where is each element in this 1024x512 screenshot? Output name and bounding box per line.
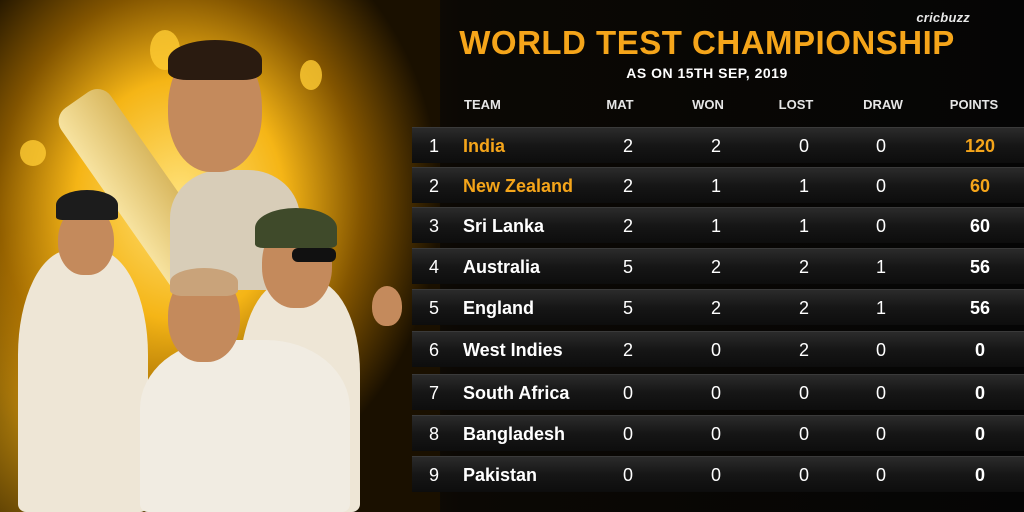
won-cell: 0 <box>710 465 721 485</box>
lost-cell: 0 <box>798 424 809 444</box>
rank-cell: 6 <box>428 340 439 360</box>
rank-cell: 5 <box>428 298 439 318</box>
team-cell: New Zealand <box>463 176 574 196</box>
won-cell: 0 <box>710 383 721 403</box>
column-header-mat: MAT <box>606 97 634 112</box>
lost-cell: 0 <box>798 465 809 485</box>
column-header-won: WON <box>692 97 724 112</box>
won-cell: 2 <box>710 257 721 277</box>
lost-cell: 0 <box>798 383 809 403</box>
mat-cell: 0 <box>622 424 633 444</box>
table-row: 5 England 5 2 2 1 56 <box>412 289 1024 325</box>
rank-cell: 9 <box>428 465 439 485</box>
points-cell: 0 <box>974 340 985 360</box>
points-cell: 56 <box>969 257 991 277</box>
table-row: 8 Bangladesh 0 0 0 0 0 <box>412 415 1024 451</box>
team-cell: South Africa <box>463 383 570 403</box>
draw-cell: 0 <box>875 340 886 360</box>
mat-cell: 2 <box>622 136 633 156</box>
column-header-lost: LOST <box>778 97 814 112</box>
team-cell: England <box>463 298 534 318</box>
rank-cell: 3 <box>428 216 439 236</box>
players-artwork <box>0 0 440 512</box>
draw-cell: 0 <box>875 465 886 485</box>
lost-cell: 1 <box>798 176 809 196</box>
mat-cell: 0 <box>622 465 633 485</box>
player-fist <box>372 286 402 326</box>
draw-cell: 0 <box>875 136 886 156</box>
player-body <box>140 340 350 512</box>
won-cell: 0 <box>710 340 721 360</box>
column-header-draw: DRAW <box>863 97 903 112</box>
sunglasses <box>292 248 336 262</box>
team-cell: Sri Lanka <box>463 216 545 236</box>
mat-cell: 0 <box>622 383 633 403</box>
table-row: 3 Sri Lanka 2 1 1 0 60 <box>412 207 1024 243</box>
cricbuzz-logo: cricbuzz <box>916 10 970 25</box>
table-row: 6 West Indies 2 0 2 0 0 <box>412 331 1024 367</box>
table-row: 4 Australia 5 2 2 1 56 <box>412 248 1024 284</box>
rank-cell: 1 <box>428 136 439 156</box>
won-cell: 1 <box>710 216 721 236</box>
points-cell: 0 <box>974 424 985 444</box>
rank-cell: 8 <box>428 424 439 444</box>
won-cell: 1 <box>710 176 721 196</box>
mat-cell: 2 <box>622 176 633 196</box>
page-title: WORLD TEST CHAMPIONSHIP <box>459 24 955 61</box>
won-cell: 0 <box>710 424 721 444</box>
rank-cell: 2 <box>428 176 439 196</box>
table-row: 1 India 2 2 0 0 120 <box>412 127 1024 163</box>
draw-cell: 1 <box>875 298 886 318</box>
mat-cell: 2 <box>622 340 633 360</box>
rank-cell: 4 <box>428 257 439 277</box>
lost-cell: 2 <box>798 257 809 277</box>
paint-splash <box>20 140 46 166</box>
points-cell: 56 <box>969 298 991 318</box>
column-header-points: POINTS <box>949 97 999 112</box>
points-cell: 0 <box>974 465 985 485</box>
draw-cell: 0 <box>875 424 886 444</box>
draw-cell: 0 <box>875 383 886 403</box>
draw-cell: 0 <box>875 176 886 196</box>
points-cell: 60 <box>969 176 991 196</box>
column-header-team: TEAM <box>464 97 501 112</box>
team-cell: Pakistan <box>463 465 538 485</box>
points-cell: 0 <box>974 383 985 403</box>
lost-cell: 2 <box>798 298 809 318</box>
team-cell: Bangladesh <box>463 424 566 444</box>
table-row: 2 New Zealand 2 1 1 0 60 <box>412 167 1024 203</box>
paint-splash <box>300 60 322 90</box>
team-cell: Australia <box>463 257 541 277</box>
draw-cell: 0 <box>875 216 886 236</box>
points-cell: 60 <box>969 216 991 236</box>
table-row: 9 Pakistan 0 0 0 0 0 <box>412 456 1024 492</box>
player-hair <box>168 40 262 80</box>
player-body <box>18 250 148 512</box>
won-cell: 2 <box>710 136 721 156</box>
team-cell: West Indies <box>463 340 563 360</box>
mat-cell: 5 <box>622 298 633 318</box>
mat-cell: 5 <box>622 257 633 277</box>
table-row: 7 South Africa 0 0 0 0 0 <box>412 374 1024 410</box>
mat-cell: 2 <box>622 216 633 236</box>
lost-cell: 2 <box>798 340 809 360</box>
won-cell: 2 <box>710 298 721 318</box>
lost-cell: 1 <box>798 216 809 236</box>
player-hair <box>170 268 238 296</box>
player-cap <box>56 190 118 220</box>
player-cap <box>255 208 337 248</box>
draw-cell: 1 <box>875 257 886 277</box>
points-cell: 120 <box>964 136 996 156</box>
page-subtitle: AS ON 15TH SEP, 2019 <box>626 65 788 81</box>
rank-cell: 7 <box>428 383 439 403</box>
lost-cell: 0 <box>798 136 809 156</box>
team-cell: India <box>463 136 506 156</box>
